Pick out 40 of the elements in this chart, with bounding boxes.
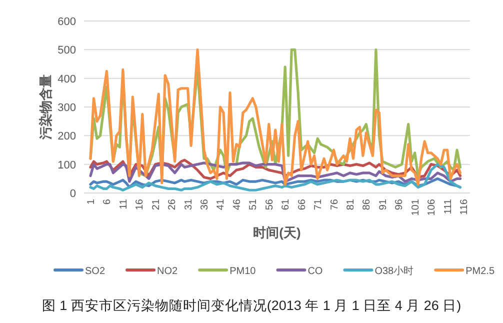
y-axis-title: 污染物含量 xyxy=(38,74,53,140)
y-tick-label: 100 xyxy=(58,159,76,172)
x-tick-label: 66 xyxy=(296,198,308,210)
legend-label: PM10 xyxy=(230,266,256,277)
y-tick-label: 0 xyxy=(70,188,76,200)
x-tick-label: 106 xyxy=(426,198,438,216)
x-tick-label: 31 xyxy=(183,198,194,210)
x-tick-label: 76 xyxy=(329,198,340,210)
legend-label: NO2 xyxy=(157,266,178,277)
y-tick-label: 300 xyxy=(58,102,76,114)
x-tick-label: 46 xyxy=(232,198,243,210)
x-tick-label: 26 xyxy=(167,198,178,210)
x-tick-label: 36 xyxy=(200,198,211,210)
x-tick-label: 1 xyxy=(86,198,97,205)
x-tick-label: 101 xyxy=(410,198,422,216)
x-tick-label: 91 xyxy=(378,198,389,210)
x-tick-label: 116 xyxy=(459,198,470,215)
x-tick-label: 61 xyxy=(280,198,292,210)
legend-label: SO2 xyxy=(85,266,106,277)
x-tick-label: 11 xyxy=(118,198,130,210)
text: 图 1 西安市区污染物随时间变化情况(2013 年 1 月 1 日至 4 月 26 日) xyxy=(42,298,462,313)
x-axis-title: 时间(天) xyxy=(253,225,301,240)
x-tick-label: 96 xyxy=(394,198,406,210)
x-tick-label: 16 xyxy=(134,198,146,210)
x-tick-label: 41 xyxy=(216,198,227,210)
legend-label: O38小时 xyxy=(374,265,414,277)
y-tick-label: 400 xyxy=(58,73,76,86)
y-tick-label: 200 xyxy=(58,130,76,143)
x-tick-label: 21 xyxy=(150,198,162,210)
x-tick-label: 71 xyxy=(313,198,324,210)
legend-label: PM2.5 xyxy=(466,266,495,277)
legend-label: CO xyxy=(308,266,323,277)
x-tick-label: 86 xyxy=(362,198,373,210)
y-tick-label: 500 xyxy=(58,44,76,57)
x-tick-label: 51 xyxy=(248,198,260,210)
y-tick-label: 600 xyxy=(58,16,76,28)
x-tick-label: 56 xyxy=(264,198,276,210)
x-tick-label: 81 xyxy=(345,198,356,210)
x-tick-label: 6 xyxy=(102,198,114,205)
x-tick-label: 111 xyxy=(442,198,454,214)
